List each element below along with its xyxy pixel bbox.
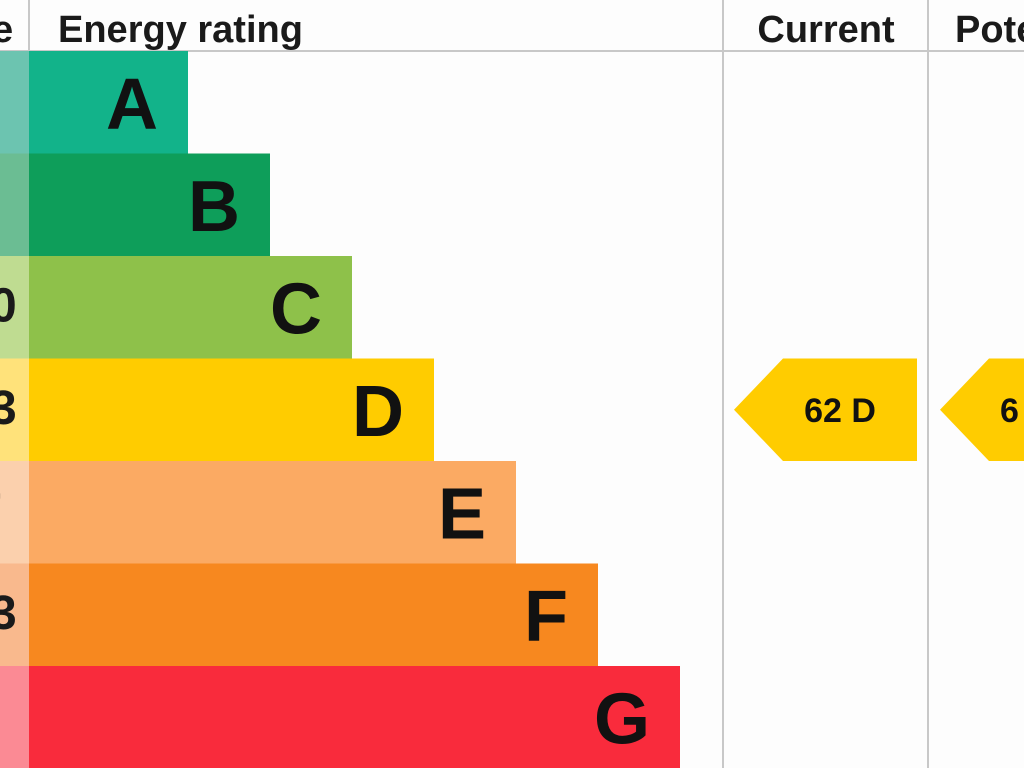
header-score-partial: e <box>0 9 13 51</box>
band-bar-b <box>29 153 270 257</box>
band-bar-e <box>29 461 516 564</box>
band-label-g: G <box>594 679 650 759</box>
potential-rating-label: 6 <box>1000 392 1019 430</box>
band-bar-g <box>29 666 680 768</box>
score-mark-e: ’ <box>0 484 3 537</box>
score-cell-a <box>0 51 29 154</box>
score-cell-b <box>0 153 29 257</box>
score-mark-d: 3 <box>0 382 17 435</box>
band-bar-d <box>29 358 434 462</box>
band-bar-c <box>29 256 352 359</box>
band-bar-a <box>29 51 188 154</box>
band-label-c: C <box>270 269 322 349</box>
score-cell-g <box>0 666 29 768</box>
band-bar-f <box>29 563 598 667</box>
header-current: Current <box>757 9 895 51</box>
band-label-b: B <box>188 167 240 247</box>
band-label-a: A <box>106 64 158 144</box>
band-label-d: D <box>352 372 404 452</box>
header-potential-partial: Pote <box>955 9 1024 51</box>
potential-rating-arrow <box>940 358 1024 461</box>
score-mark-f: 3 <box>0 587 17 640</box>
band-label-e: E <box>438 474 486 554</box>
score-cell-d <box>0 358 29 462</box>
score-mark-c: 0 <box>0 279 17 332</box>
header-energy-rating: Energy rating <box>58 9 303 51</box>
header-row: e Energy rating Current Pote <box>0 9 1024 51</box>
rating-arrows: 62 D 6 <box>734 358 1024 461</box>
score-column: 0 3 ’ 3 <box>0 51 29 768</box>
score-cell-c <box>0 256 29 359</box>
current-rating-label: 62 D <box>804 392 876 430</box>
band-label-f: F <box>524 577 568 657</box>
score-cell-f <box>0 563 29 667</box>
score-cell-e <box>0 461 29 564</box>
current-rating-arrow <box>734 358 917 461</box>
